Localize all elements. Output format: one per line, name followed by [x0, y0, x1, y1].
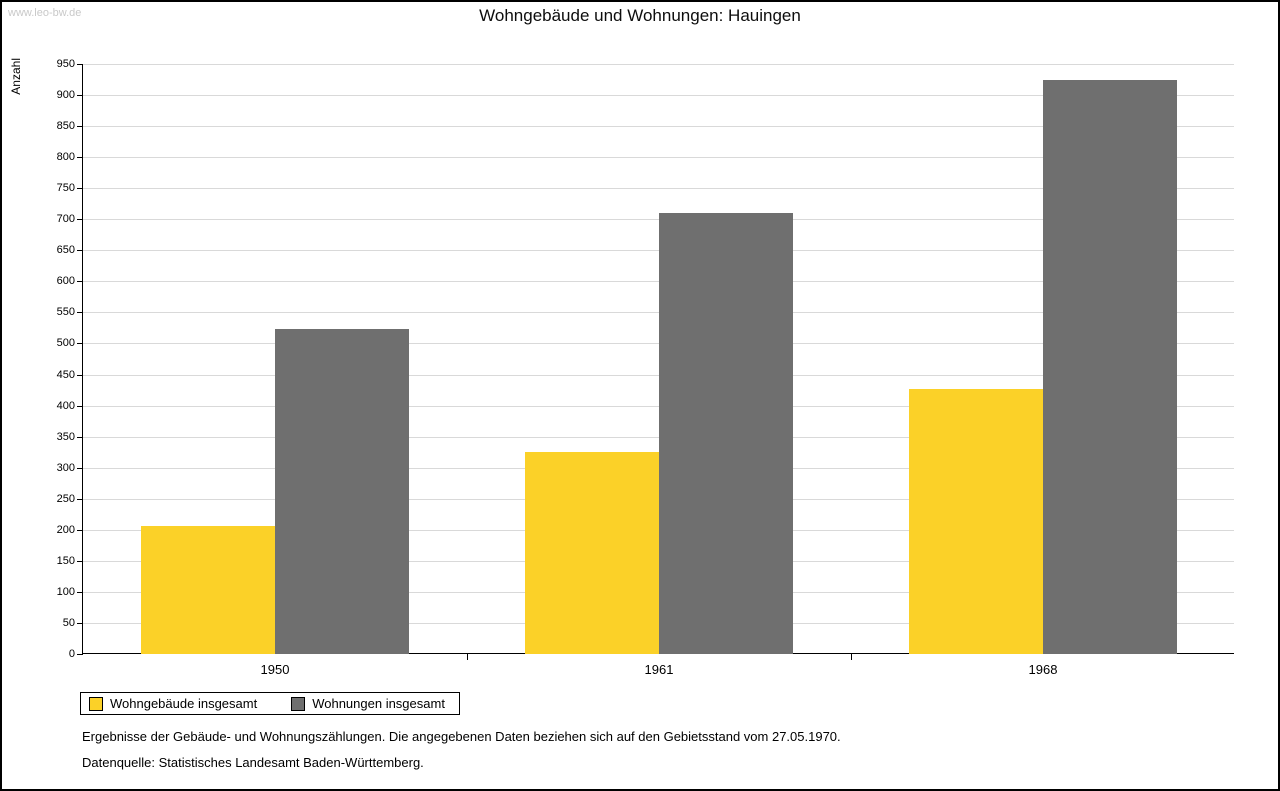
bar-wohngebaeude-insgesamt-1968 — [909, 388, 1043, 654]
legend: Wohngebäude insgesamt Wohnungen insgesam… — [80, 692, 460, 715]
legend-label-wohngebaeude: Wohngebäude insgesamt — [110, 696, 258, 711]
footer-source: Datenquelle: Statistisches Landesamt Bad… — [82, 755, 424, 770]
y-tick-label: 650 — [56, 244, 75, 257]
y-tick — [77, 343, 83, 345]
bar-wohnungen-insgesamt-1961 — [659, 213, 793, 654]
gridline — [83, 157, 1234, 159]
plot-area: 0 50 100 150 200 250 300 350 400 450 500 550 600 650 7… — [57, 58, 1234, 677]
bar-wohngebaeude-insgesamt-1950 — [141, 526, 275, 654]
bar-wohngebaeude-insgesamt-1961 — [525, 451, 659, 654]
y-tick — [77, 126, 83, 128]
gridline — [83, 188, 1234, 190]
y-tick-label: 900 — [56, 89, 75, 102]
x-tick — [851, 654, 852, 660]
watermark: www.leo-bw.de — [8, 7, 82, 19]
y-tick-label: 150 — [56, 554, 75, 567]
y-tick — [77, 95, 83, 97]
gridline — [83, 126, 1234, 128]
y-tick — [77, 529, 83, 531]
y-tick — [77, 498, 83, 500]
y-tick-label: 350 — [56, 430, 75, 443]
x-tick — [467, 654, 468, 660]
gridline — [83, 281, 1234, 283]
legend-swatch-wohngebaeude — [89, 696, 103, 711]
gridline — [83, 64, 1234, 65]
x-axis-label-1950: 1950 — [260, 662, 290, 677]
y-tick-label: 0 — [68, 648, 75, 660]
gridline — [83, 343, 1234, 345]
y-tick-label: 750 — [56, 182, 75, 195]
gridline — [83, 219, 1234, 221]
y-tick-label: 800 — [56, 151, 75, 164]
legend-swatch-wohnungen — [291, 696, 306, 711]
y-tick-label: 50 — [62, 616, 75, 629]
chart-title: Wohngebäude und Wohnungen: Hauingen — [479, 6, 801, 25]
y-tick — [77, 467, 83, 469]
y-tick-label: 950 — [56, 58, 75, 70]
y-tick — [77, 654, 83, 655]
bar-wohnungen-insgesamt-1950 — [275, 328, 409, 654]
y-tick — [77, 281, 83, 283]
y-tick — [77, 188, 83, 190]
y-tick — [77, 250, 83, 252]
y-tick-label: 600 — [56, 275, 75, 288]
gridline — [83, 95, 1234, 97]
gridline — [83, 312, 1234, 314]
x-axis-label-1961: 1961 — [644, 662, 674, 677]
legend-item-wohnungen: Wohnungen insgesamt — [291, 696, 445, 711]
y-tick — [77, 436, 83, 438]
legend-label-wohnungen: Wohnungen insgesamt — [312, 696, 445, 711]
bar-wohnungen-insgesamt-1968 — [1043, 80, 1177, 654]
gridline — [83, 436, 1234, 438]
gridline — [83, 405, 1234, 407]
footer-note: Ergebnisse der Gebäude- und Wohnungszähl… — [82, 729, 841, 744]
y-tick — [77, 312, 83, 314]
x-axis-label-1968: 1968 — [1028, 662, 1058, 677]
y-tick — [77, 591, 83, 593]
y-tick-label: 700 — [56, 213, 75, 226]
y-tick — [77, 219, 83, 221]
gridline — [83, 250, 1234, 252]
y-axis-title: Anzahl — [9, 58, 23, 95]
y-tick-label: 500 — [56, 337, 75, 350]
y-tick-label: 300 — [56, 461, 75, 474]
y-tick — [77, 622, 83, 624]
y-tick-label: 200 — [56, 523, 75, 536]
y-tick — [77, 157, 83, 159]
y-tick-label: 250 — [56, 492, 75, 505]
y-tick-label: 850 — [56, 120, 75, 133]
gridline — [83, 374, 1234, 376]
y-tick-label: 450 — [56, 368, 75, 381]
y-tick-label: 100 — [56, 585, 75, 598]
legend-item-wohngebaeude: Wohngebäude insgesamt — [89, 696, 257, 711]
y-tick-label: 550 — [56, 306, 75, 319]
y-tick — [77, 560, 83, 562]
y-tick — [77, 374, 83, 376]
y-tick — [77, 64, 83, 65]
y-tick — [77, 405, 83, 407]
y-tick-label: 400 — [56, 399, 75, 412]
